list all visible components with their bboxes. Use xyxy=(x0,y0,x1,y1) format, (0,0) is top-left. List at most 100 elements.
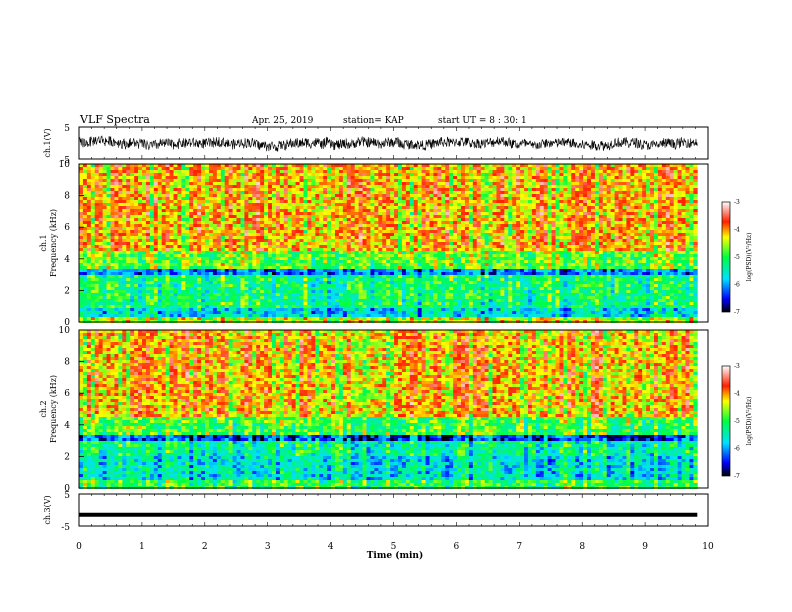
spectrogram-cell xyxy=(362,245,367,248)
spectrogram-cell xyxy=(157,293,163,296)
spectrogram-cell xyxy=(149,296,155,299)
spectrogram-cell xyxy=(279,302,285,305)
spectrogram-cell xyxy=(106,299,111,302)
spectrogram-cell xyxy=(94,317,100,320)
spectrogram-cell xyxy=(114,224,119,227)
spectrogram-cell xyxy=(193,278,198,281)
spectrogram-cell xyxy=(161,173,167,176)
spectrogram-cell xyxy=(319,173,324,176)
spectrogram-cell xyxy=(244,281,249,284)
spectrogram-cell xyxy=(220,194,226,197)
spectrogram-cell xyxy=(323,317,328,320)
spectrogram-cell xyxy=(149,221,155,224)
spectrogram-cell xyxy=(216,302,222,305)
spectrogram-cell xyxy=(260,197,265,200)
spectrogram-cell xyxy=(283,230,289,233)
spectrogram-cell xyxy=(244,317,249,320)
spectrogram-cell xyxy=(405,272,411,275)
spectrogram-cell xyxy=(240,278,245,281)
spectrogram-cell xyxy=(327,278,332,281)
spectrogram-cell xyxy=(220,272,226,275)
spectrogram-cell xyxy=(220,257,226,260)
spectrogram-cell xyxy=(275,179,281,182)
spectrogram-cell xyxy=(311,311,316,314)
spectrogram-cell xyxy=(248,236,253,239)
spectrogram-cell xyxy=(216,173,222,176)
spectrogram-cell xyxy=(216,200,222,203)
spectrogram-cell xyxy=(338,203,344,206)
spectrogram-cell xyxy=(228,269,233,272)
spectrogram-cell xyxy=(303,206,308,209)
spectrogram-cell xyxy=(130,218,135,221)
spectrogram-cell xyxy=(401,200,407,203)
spectrogram-cell xyxy=(149,266,155,269)
spectrogram-cell xyxy=(331,212,336,215)
spectrogram-cell xyxy=(382,305,387,308)
spectrogram-cell xyxy=(260,266,265,269)
spectrogram-cell xyxy=(327,176,332,179)
spectrogram-cell xyxy=(149,182,155,185)
spectrogram-cell xyxy=(378,299,383,302)
spectrogram-cell xyxy=(374,308,379,311)
spectrogram-cell xyxy=(153,275,159,278)
spectrogram-cell xyxy=(350,182,356,185)
spectrogram-cell xyxy=(315,170,320,173)
spectrogram-cell xyxy=(338,260,344,263)
spectrogram-cell xyxy=(350,185,356,188)
spectrogram-cell xyxy=(323,287,328,290)
spectrogram-cell xyxy=(268,215,273,218)
spectrogram-cell xyxy=(161,245,167,248)
spectrogram-cell xyxy=(145,191,151,194)
spectrogram-cell xyxy=(264,248,269,251)
spectrogram-cell xyxy=(382,212,387,215)
spectrogram-cell xyxy=(394,281,399,284)
spectrogram-cell xyxy=(106,275,111,278)
spectrogram-cell xyxy=(212,284,218,287)
spectrogram-cell xyxy=(106,194,111,197)
spectrogram-cell xyxy=(86,239,92,242)
spectrogram-cell xyxy=(264,260,269,263)
spectrogram-cell xyxy=(256,254,261,257)
spectrogram-cell xyxy=(334,275,340,278)
spectrogram-cell xyxy=(138,281,143,284)
spectrogram-cell xyxy=(342,200,348,203)
spectrogram-cell xyxy=(386,239,391,242)
spectrogram-cell xyxy=(138,173,143,176)
spectrogram-cell xyxy=(189,239,194,242)
spectrogram-cell xyxy=(315,209,320,212)
spectrogram-cell xyxy=(287,263,293,266)
spectrogram-cell xyxy=(82,164,88,167)
spectrogram-cell xyxy=(295,296,300,299)
spectrogram-cell xyxy=(145,194,151,197)
spectrogram-cell xyxy=(228,233,233,236)
spectrogram-cell xyxy=(307,203,312,206)
figure-title: VLF Spectra xyxy=(79,113,150,126)
spectrogram-cell xyxy=(374,302,379,305)
spectrogram-cell xyxy=(425,314,430,317)
spectrogram-cell xyxy=(409,203,415,206)
spectrogram-cell xyxy=(256,290,261,293)
spectrogram-cell xyxy=(346,164,352,167)
spectrogram-cell xyxy=(346,263,352,266)
spectrogram-cell xyxy=(260,257,265,260)
spectrogram-cell xyxy=(110,215,115,218)
spectrogram-cell xyxy=(319,269,324,272)
spectrogram-cell xyxy=(334,266,340,269)
spectrogram-cell xyxy=(256,257,261,260)
spectrogram-cell xyxy=(311,242,316,245)
spectrogram-cell xyxy=(122,305,127,308)
spectrogram-cell xyxy=(421,275,426,278)
spectrogram-cell xyxy=(327,293,332,296)
spectrogram-cell xyxy=(232,266,237,269)
spectrogram-cell xyxy=(386,179,391,182)
spectrogram-cell xyxy=(409,197,415,200)
spectrogram-cell xyxy=(193,185,198,188)
spectrogram-cell xyxy=(228,212,233,215)
spectrogram-cell xyxy=(315,197,320,200)
spectrogram-cell xyxy=(311,197,316,200)
spectrogram-cell xyxy=(189,212,194,215)
spectrogram-cell xyxy=(197,248,202,251)
spectrogram-cell xyxy=(252,194,257,197)
spectrogram-cell xyxy=(114,191,119,194)
spectrogram-cell xyxy=(149,227,155,230)
